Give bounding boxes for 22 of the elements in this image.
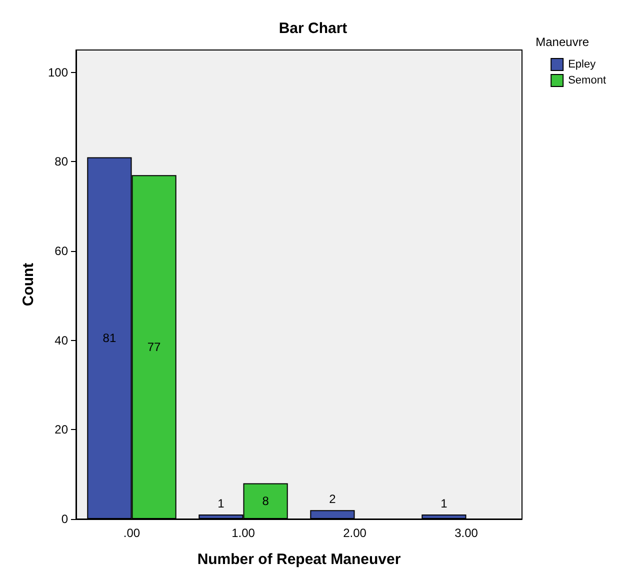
legend-label: Semont bbox=[568, 74, 606, 86]
y-tick-label: 100 bbox=[48, 65, 68, 80]
x-tick-label: 3.00 bbox=[454, 526, 478, 540]
x-tick-label: 1.00 bbox=[232, 526, 256, 540]
data-label: 81 bbox=[102, 331, 116, 346]
x-tick-label: 2.00 bbox=[343, 526, 367, 540]
x-tick-label: .00 bbox=[123, 526, 140, 540]
y-tick-label: 80 bbox=[54, 154, 68, 169]
y-axis-title: Count bbox=[20, 262, 37, 306]
legend-label: Epley bbox=[568, 58, 596, 70]
data-label: 2 bbox=[329, 492, 336, 506]
data-label: 1 bbox=[218, 496, 225, 511]
y-tick-label: 0 bbox=[61, 512, 68, 526]
legend-title: Maneuvre bbox=[536, 35, 590, 49]
data-label: 8 bbox=[262, 494, 270, 508]
y-tick-label: 40 bbox=[54, 333, 68, 348]
data-label: 1 bbox=[440, 496, 448, 511]
x-axis-title: Number of Repeat Maneuver bbox=[197, 551, 401, 568]
data-label: 77 bbox=[147, 340, 162, 354]
y-tick-label: 20 bbox=[54, 422, 68, 437]
chart-title: Bar Chart bbox=[278, 20, 348, 37]
y-tick-label: 60 bbox=[54, 244, 68, 258]
